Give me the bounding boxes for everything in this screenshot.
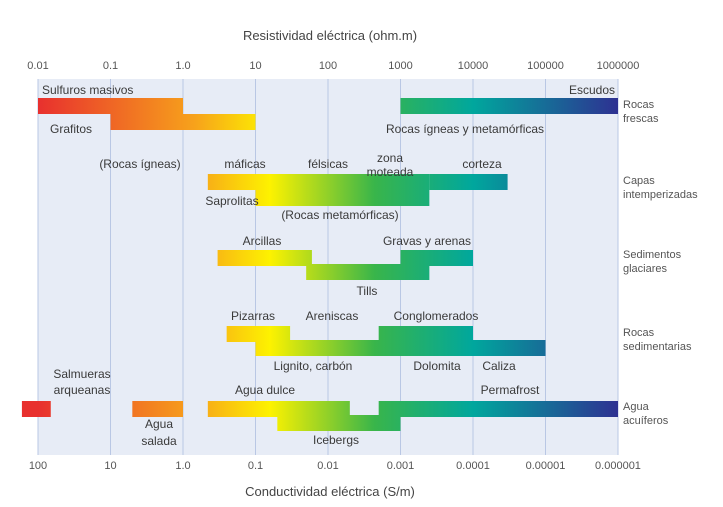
bar-label: corteza bbox=[462, 157, 502, 171]
bar-label: Grafitos bbox=[50, 122, 92, 136]
bar-label: Tills bbox=[357, 284, 378, 298]
group-label: Capas bbox=[623, 175, 655, 187]
top-axis-title: Resistividad eléctrica (ohm.m) bbox=[243, 28, 417, 43]
top-tick-label: 100 bbox=[319, 60, 337, 72]
bar-label: Arcillas bbox=[243, 234, 282, 248]
bottom-axis-title: Conductividad eléctrica (S/m) bbox=[245, 484, 415, 499]
range-bar bbox=[255, 340, 379, 356]
group-label: sedimentarias bbox=[623, 341, 692, 353]
group-label: glaciares bbox=[623, 263, 668, 275]
bar-label: salada bbox=[141, 434, 177, 448]
range-bar bbox=[38, 98, 183, 114]
bar-label: (Rocas ígneas) bbox=[99, 157, 180, 171]
bottom-tick-label: 100 bbox=[29, 460, 47, 472]
bar-label: Agua dulce bbox=[235, 383, 295, 397]
bar-label: zona bbox=[377, 151, 403, 165]
bar-label: Areniscas bbox=[306, 309, 359, 323]
bar-label: Caliza bbox=[482, 359, 516, 373]
group-label: Rocas bbox=[623, 99, 655, 111]
top-tick-label: 100000 bbox=[527, 60, 564, 72]
range-bar bbox=[226, 326, 291, 342]
bar-label: Pizarras bbox=[231, 309, 275, 323]
range-bar bbox=[207, 401, 350, 417]
range-bar bbox=[473, 340, 546, 356]
bottom-tick-label: 0.00001 bbox=[526, 460, 566, 472]
group-label: Rocas bbox=[623, 327, 655, 339]
bar-label: (Rocas metamórficas) bbox=[281, 208, 398, 222]
group-label: intemperizadas bbox=[623, 189, 698, 201]
range-bar bbox=[378, 326, 473, 342]
group-label: Sedimentos bbox=[623, 249, 682, 261]
bar-label: máficas bbox=[224, 157, 265, 171]
bar-label: Icebergs bbox=[313, 433, 359, 447]
range-bars bbox=[21, 98, 618, 431]
bottom-tick-label: 1.0 bbox=[175, 460, 190, 472]
bar-label: Escudos bbox=[569, 83, 615, 97]
range-bar bbox=[400, 340, 473, 356]
bottom-axis-ticks: 100 10 1.0 0.1 0.01 0.001 0.0001 0.00001 0.00000… bbox=[29, 460, 641, 472]
group-label: Agua bbox=[623, 401, 650, 413]
bar-label: Agua bbox=[145, 417, 173, 431]
bottom-tick-label: 0.0001 bbox=[456, 460, 490, 472]
bar-label: Salmueras bbox=[53, 367, 110, 381]
top-tick-label: 0.01 bbox=[27, 60, 48, 72]
top-tick-label: 10000 bbox=[458, 60, 489, 72]
range-bar bbox=[277, 415, 401, 431]
group-label: frescas bbox=[623, 113, 659, 125]
bar-label: félsicas bbox=[308, 157, 348, 171]
top-tick-label: 0.1 bbox=[103, 60, 118, 72]
bar-label: Dolomita bbox=[413, 359, 461, 373]
bar-label: Saprolitas bbox=[205, 194, 258, 208]
bar-label: Sulfuros masivos bbox=[42, 83, 133, 97]
top-tick-label: 1000 bbox=[388, 60, 412, 72]
bottom-tick-label: 0.000001 bbox=[595, 460, 641, 472]
group-labels: Rocas frescas Capas intemperizadas Sedimento… bbox=[623, 99, 698, 427]
bar-label: arqueanas bbox=[54, 383, 111, 397]
bottom-tick-label: 10 bbox=[104, 460, 116, 472]
bar-labels: Sulfuros masivos Grafitos Escudos Rocas ígn… bbox=[42, 83, 615, 448]
bottom-tick-label: 0.001 bbox=[387, 460, 415, 472]
bottom-tick-label: 0.1 bbox=[248, 460, 263, 472]
range-bar bbox=[21, 401, 51, 417]
bottom-tick-label: 0.01 bbox=[317, 460, 338, 472]
bar-label: Gravas y arenas bbox=[383, 234, 471, 248]
range-bar bbox=[429, 174, 508, 190]
range-bar bbox=[132, 401, 183, 417]
range-bar bbox=[207, 174, 430, 190]
range-bar bbox=[400, 250, 473, 266]
bar-label: Lignito, carbón bbox=[274, 359, 353, 373]
range-bar bbox=[306, 264, 430, 280]
top-tick-label: 10 bbox=[249, 60, 261, 72]
top-tick-label: 1000000 bbox=[597, 60, 640, 72]
bar-label: moteada bbox=[367, 165, 414, 179]
range-bar bbox=[378, 401, 618, 417]
range-bar bbox=[110, 114, 256, 130]
bar-label: Rocas ígneas y metamórficas bbox=[386, 122, 544, 136]
bar-label: Permafrost bbox=[481, 383, 540, 397]
group-label: acuíferos bbox=[623, 415, 669, 427]
range-bar bbox=[217, 250, 312, 266]
top-tick-label: 1.0 bbox=[175, 60, 190, 72]
range-bar bbox=[255, 190, 430, 206]
range-bar bbox=[400, 98, 618, 114]
bar-label: Conglomerados bbox=[394, 309, 479, 323]
top-axis-ticks: 0.01 0.1 1.0 10 100 1000 10000 100000 1000000 bbox=[27, 60, 639, 72]
